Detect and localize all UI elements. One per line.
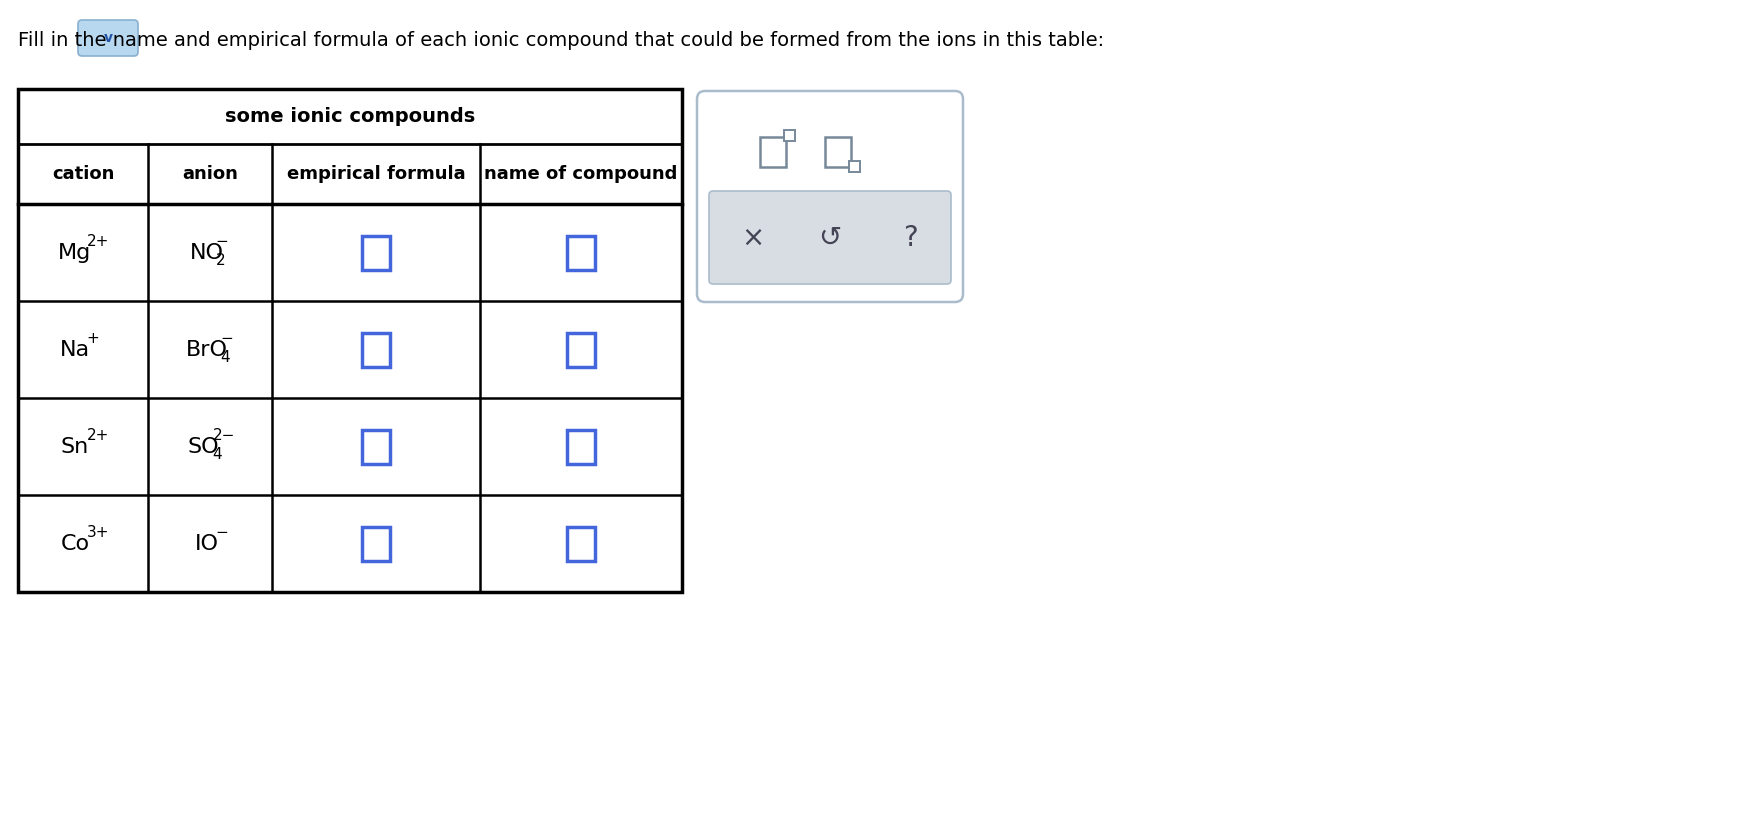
Text: −: −	[216, 234, 229, 249]
Bar	[567, 333, 595, 367]
Text: ?: ?	[903, 223, 917, 251]
Text: anion: anion	[181, 165, 238, 183]
Bar	[18, 89, 681, 592]
Text: ×: ×	[741, 223, 764, 251]
Text: BrO: BrO	[187, 339, 227, 359]
Bar	[363, 333, 391, 367]
Bar	[825, 137, 852, 167]
Text: Co: Co	[60, 533, 90, 554]
Text: 2−: 2−	[213, 428, 234, 443]
Text: 4: 4	[220, 350, 231, 365]
FancyBboxPatch shape	[709, 191, 950, 284]
Text: 4: 4	[213, 447, 222, 462]
Bar	[363, 236, 391, 269]
Text: NO: NO	[190, 242, 224, 263]
Text: Fill in the name and empirical formula of each ionic compound that could be form: Fill in the name and empirical formula o…	[18, 31, 1104, 50]
Text: Mg: Mg	[58, 242, 92, 263]
Bar	[567, 527, 595, 560]
FancyBboxPatch shape	[77, 20, 137, 56]
FancyBboxPatch shape	[697, 91, 963, 302]
Text: 2+: 2+	[86, 234, 109, 249]
Bar	[783, 130, 796, 141]
Text: cation: cation	[51, 165, 114, 183]
Text: v: v	[104, 31, 113, 45]
Text: −: −	[220, 331, 232, 346]
Text: SO: SO	[188, 437, 220, 456]
Text: 2+: 2+	[86, 428, 109, 443]
Bar	[363, 527, 391, 560]
Text: name of compound: name of compound	[484, 165, 678, 183]
Bar	[760, 137, 787, 167]
Text: empirical formula: empirical formula	[287, 165, 465, 183]
Text: 3+: 3+	[86, 525, 109, 540]
Bar	[848, 161, 861, 172]
Text: +: +	[86, 331, 99, 346]
Text: ↺: ↺	[818, 223, 841, 251]
Text: Sn: Sn	[62, 437, 90, 456]
Text: Na: Na	[60, 339, 90, 359]
Text: −: −	[216, 525, 229, 540]
Bar	[567, 236, 595, 269]
Bar	[567, 429, 595, 464]
Text: IO: IO	[195, 533, 218, 554]
Text: 2: 2	[216, 253, 225, 268]
Text: some ionic compounds: some ionic compounds	[225, 107, 475, 126]
Bar	[363, 429, 391, 464]
